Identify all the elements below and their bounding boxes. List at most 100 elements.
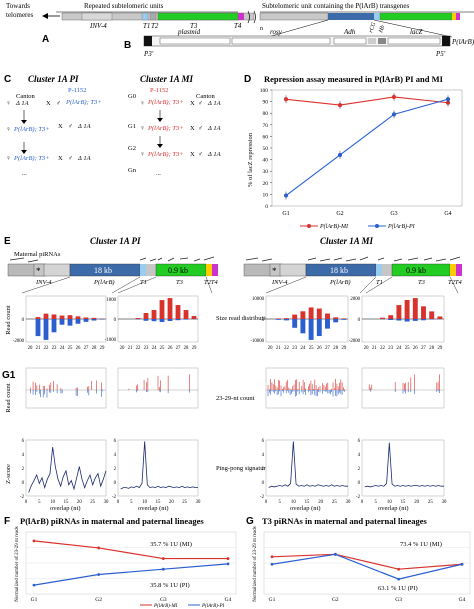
e-mi-t2t4-label: T2T4 <box>448 279 462 286</box>
c-mi-x2: X <box>190 125 195 132</box>
e-size-bar-sense <box>300 311 306 319</box>
e-maternal-label: Maternal piRNAs <box>14 251 61 258</box>
e-size-xtick-label: 26 <box>317 346 322 351</box>
e-pp-xtick-label: 15 <box>64 500 69 505</box>
panel-a-letter: A <box>42 34 49 45</box>
c-pi-d1a-2: Δ 1A <box>77 123 91 130</box>
e-size-xtick-label: 21 <box>36 346 41 351</box>
e-size-bar-antisense <box>91 319 97 321</box>
e-size-xtick-label: 25 <box>68 346 73 351</box>
c-pi-male-3: ♂ <box>68 155 73 162</box>
d-ytick-label: 10 <box>263 192 269 198</box>
e-pi-inv4-label: INV-4 <box>35 279 52 286</box>
rosy-seg <box>231 37 331 45</box>
e-size-bar-sense <box>437 316 443 319</box>
e-size-bar-sense <box>191 316 197 319</box>
e-mi-18kb: 18 kb <box>330 266 348 275</box>
e-read-count-label-2: Read count <box>5 383 12 413</box>
e-pingpong-label: Ping-pong signature <box>216 465 269 472</box>
c-mi-dots: ... <box>156 170 161 177</box>
e-size-bar-antisense <box>159 319 165 322</box>
f-point <box>32 539 36 543</box>
a-t1-label: T1 <box>143 22 150 30</box>
f-point <box>97 573 101 576</box>
e-pp-xtick-label: 10 <box>291 500 296 505</box>
e-mi-star: * <box>272 266 277 276</box>
e-pi-star: * <box>36 266 41 276</box>
e-size-xtick-label: 23 <box>388 346 393 351</box>
e-pp-ytick-label: 0 <box>22 481 25 486</box>
c-mi-arrowhead-2 <box>157 144 163 148</box>
e-overlap-label-4: overlap (nt) <box>378 505 409 512</box>
e-size-bar-sense <box>341 318 347 319</box>
e-size-xtick-label: 27 <box>176 346 181 351</box>
t2-segment <box>149 12 157 21</box>
telomeres-label: telomeres <box>6 11 33 19</box>
e-size-xtick-label: 21 <box>276 346 281 351</box>
e-size-bar-sense <box>412 298 418 319</box>
plasmid-label: plasmid <box>177 28 201 36</box>
d-ytick-label: 60 <box>263 134 269 140</box>
e-size-xtick-label: 27 <box>84 346 89 351</box>
unit-t2t4-a <box>452 13 456 20</box>
e-pp-line <box>268 441 348 488</box>
f-legend-mi: P(lArB)-MI <box>153 604 178 609</box>
panel-c-letter: C <box>4 74 11 85</box>
e-mi-t3-label: T3 <box>418 279 426 286</box>
e-pp-xtick-label: 25 <box>90 500 95 505</box>
g-chart: G1 G2 G3 G4 <box>263 531 471 603</box>
unit-gray <box>259 12 329 21</box>
d-legend-mi-marker <box>307 224 311 228</box>
a-t2-label: T2 <box>151 22 159 30</box>
e-read-count-label-1: Read count <box>5 305 12 335</box>
e-size-bar-sense <box>388 315 394 319</box>
c-pi-male: ♂ <box>56 100 61 107</box>
d-point <box>283 193 289 198</box>
d-chart: 0 10 20 30 40 50 60 70 80 90 100 G1 G2 G3 G4 <box>260 88 463 217</box>
e-size-bar-antisense <box>35 319 41 337</box>
g-title: T3 piRNAs in maternal and paternal linea… <box>262 516 428 526</box>
d-xtick-label: G3 <box>390 211 397 217</box>
e-size-xtick-label: 21 <box>372 346 377 351</box>
e-size-bar-antisense <box>167 319 173 321</box>
c-pi-dots: ... <box>22 170 27 177</box>
g-series-line <box>271 553 463 570</box>
e-size-bar-antisense <box>325 319 330 329</box>
e-pi-pirna-marks <box>9 256 215 263</box>
d-xtick-label: G4 <box>444 211 451 217</box>
c-pi-plarb-2: P(lArB); T3+ <box>13 126 50 133</box>
e-pp-ytick-label: 2 <box>22 467 25 472</box>
a-n-label: n <box>260 26 263 32</box>
g-point <box>397 577 401 581</box>
e-size-bar-antisense <box>175 319 181 321</box>
e-size-xtick-label: 22 <box>136 346 141 351</box>
e-pp-xtick-label: 5 <box>130 500 133 505</box>
e-size-xtick-label: 23 <box>292 346 297 351</box>
e-size-xtick-label: 28 <box>333 346 338 351</box>
e-size-bar-antisense <box>43 319 49 340</box>
adh-label: Adh <box>343 28 356 36</box>
panel-b-letter: B <box>124 40 131 51</box>
e-size-ytick-label: 10000 <box>252 297 265 302</box>
c-mi-plarb-2: P(lArB); T3+ <box>147 125 184 132</box>
e-pp-frame <box>361 439 445 497</box>
p3-end <box>144 36 152 46</box>
e-mi-t1-label: T1 <box>376 279 383 286</box>
e-size-bar-antisense <box>300 319 306 334</box>
repeated-units-label: Repeated subtelomeric units <box>84 2 164 10</box>
e-size-xtick-label: 20 <box>364 346 369 351</box>
e-size-bar-antisense <box>308 319 314 340</box>
e-overlap-label-2: overlap (nt) <box>138 505 169 512</box>
e-size-xtick-label: 28 <box>429 346 434 351</box>
d-ytick-label: 20 <box>263 181 269 187</box>
d-point <box>337 102 343 108</box>
a-t4-label: T4 <box>234 22 242 30</box>
e-pi-t3-label: T3 <box>176 279 184 286</box>
e-size-ytick-label: 0 <box>358 318 361 323</box>
panel-g: G T3 piRNAs in maternal and paternal lin… <box>246 516 471 603</box>
e-size-bar-sense <box>51 314 57 319</box>
c-pi-female-2: ♀ <box>6 126 11 133</box>
c-mi-plarb-1: P(lArB); T3+ <box>147 99 184 106</box>
e-size-xtick-label: 28 <box>92 346 97 351</box>
e-size-xtick-label: 29 <box>342 346 347 351</box>
